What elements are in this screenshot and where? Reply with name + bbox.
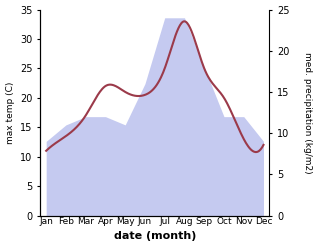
Y-axis label: med. precipitation (kg/m2): med. precipitation (kg/m2) bbox=[303, 52, 313, 173]
X-axis label: date (month): date (month) bbox=[114, 231, 196, 242]
Y-axis label: max temp (C): max temp (C) bbox=[5, 81, 15, 144]
